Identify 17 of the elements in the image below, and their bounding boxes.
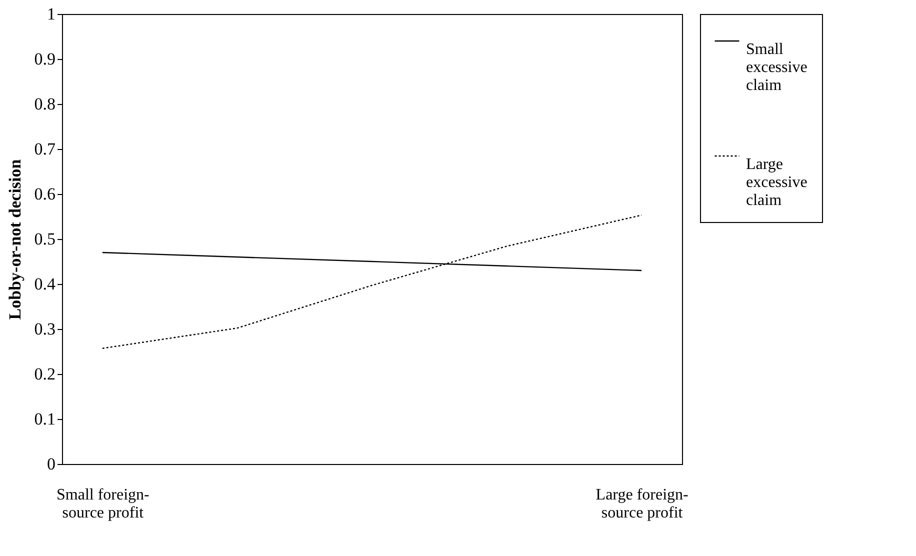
legend-label: Small excessive claim — [746, 41, 808, 94]
y-tick-label: 0.7 — [34, 140, 56, 158]
y-axis-title: Lobby-or-not decision — [5, 158, 24, 320]
y-tick-label: 0.4 — [34, 274, 56, 294]
y-tick-label: 0.2 — [34, 364, 56, 384]
x-tick-label: Small foreign-source profit — [56, 486, 150, 522]
y-tick-label: 0.1 — [34, 410, 56, 428]
line-series — [102, 214, 642, 349]
y-tick-label: 0.9 — [34, 50, 56, 68]
y-tick-label: 0.3 — [34, 320, 56, 338]
y-tick-label: 0.6 — [34, 184, 56, 204]
y-tick-label: 0.8 — [34, 94, 56, 114]
y-tick-label: 0.5 — [34, 230, 56, 248]
x-tick-label: Large foreign-source profit — [596, 486, 688, 522]
legend-label: Large excessive claim — [746, 156, 808, 209]
y-tick-label: 1 — [47, 4, 56, 24]
y-tick-label: 0 — [47, 454, 56, 474]
